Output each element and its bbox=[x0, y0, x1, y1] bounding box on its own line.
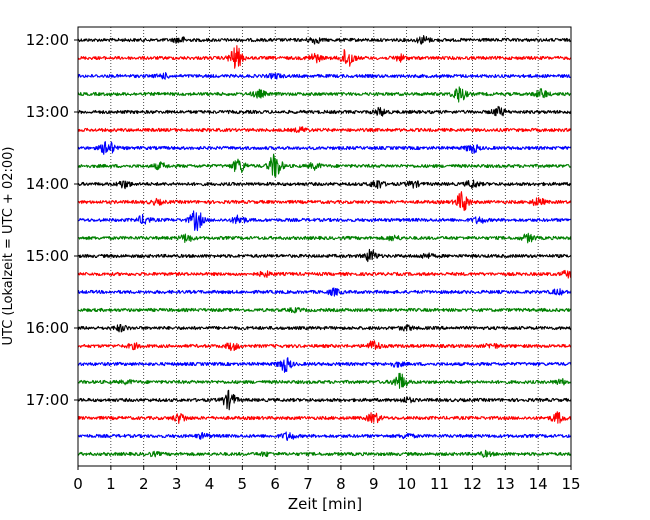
y-axis-ticks: 12:00 13:00 14:00 15:00 16:00 17:00 bbox=[26, 31, 78, 409]
trace-1315 bbox=[77, 126, 572, 134]
x-tick-label: 15 bbox=[561, 475, 580, 493]
trace-1615 bbox=[77, 340, 572, 352]
x-tick-label: 2 bbox=[139, 475, 149, 493]
trace-1700 bbox=[77, 389, 572, 411]
x-axis-ticks: 0 1 2 3 4 5 6 7 8 9 10 11 12 13 14 15 bbox=[73, 466, 581, 493]
x-tick-label: 11 bbox=[430, 475, 449, 493]
trace-1730 bbox=[77, 431, 572, 442]
trace-1200 bbox=[77, 35, 572, 45]
trace-1215 bbox=[77, 45, 572, 69]
x-tick-label: 6 bbox=[270, 475, 280, 493]
trace-1645 bbox=[77, 372, 572, 389]
trace-1445 bbox=[77, 232, 572, 244]
trace-1245 bbox=[77, 86, 572, 103]
x-tick-label: 14 bbox=[529, 475, 548, 493]
trace-1515 bbox=[77, 269, 572, 279]
trace-1330 bbox=[77, 141, 572, 155]
x-tick-label: 9 bbox=[369, 475, 379, 493]
trace-1545 bbox=[77, 307, 572, 314]
trace-1600 bbox=[77, 323, 572, 333]
x-tick-label: 0 bbox=[73, 475, 83, 493]
y-axis-label: UTC (Lokalzeit = UTC + 02:00) bbox=[1, 147, 16, 346]
plot-frame bbox=[77, 26, 572, 467]
trace-1630 bbox=[77, 357, 572, 373]
trace-1430 bbox=[77, 210, 572, 232]
y-tick-label: 14:00 bbox=[26, 175, 69, 193]
x-tick-label: 13 bbox=[496, 475, 515, 493]
trace-1715 bbox=[77, 411, 572, 424]
trace-1300 bbox=[77, 105, 572, 117]
trace-1530 bbox=[77, 287, 572, 297]
x-tick-label: 1 bbox=[106, 475, 116, 493]
trace-1745 bbox=[77, 449, 572, 458]
x-axis-label: Zeit [min] bbox=[288, 495, 362, 513]
y-tick-label: 15:00 bbox=[26, 247, 69, 265]
x-tick-label: 8 bbox=[336, 475, 346, 493]
y-tick-label: 16:00 bbox=[26, 319, 69, 337]
trace-1345 bbox=[77, 153, 572, 178]
y-tick-label: 13:00 bbox=[26, 103, 69, 121]
x-tick-label: 5 bbox=[238, 475, 248, 493]
x-tick-label: 10 bbox=[397, 475, 416, 493]
x-tick-label: 3 bbox=[172, 475, 182, 493]
x-tick-label: 7 bbox=[303, 475, 313, 493]
x-tick-label: 4 bbox=[205, 475, 215, 493]
y-tick-label: 12:00 bbox=[26, 31, 69, 49]
trace-1415 bbox=[77, 191, 572, 212]
grid-lines bbox=[110, 27, 539, 466]
trace-1400 bbox=[77, 179, 572, 190]
trace-1230 bbox=[77, 72, 572, 80]
x-tick-label: 12 bbox=[463, 475, 482, 493]
y-tick-label: 17:00 bbox=[26, 391, 69, 409]
trace-series bbox=[77, 35, 572, 458]
trace-1500 bbox=[77, 248, 572, 263]
